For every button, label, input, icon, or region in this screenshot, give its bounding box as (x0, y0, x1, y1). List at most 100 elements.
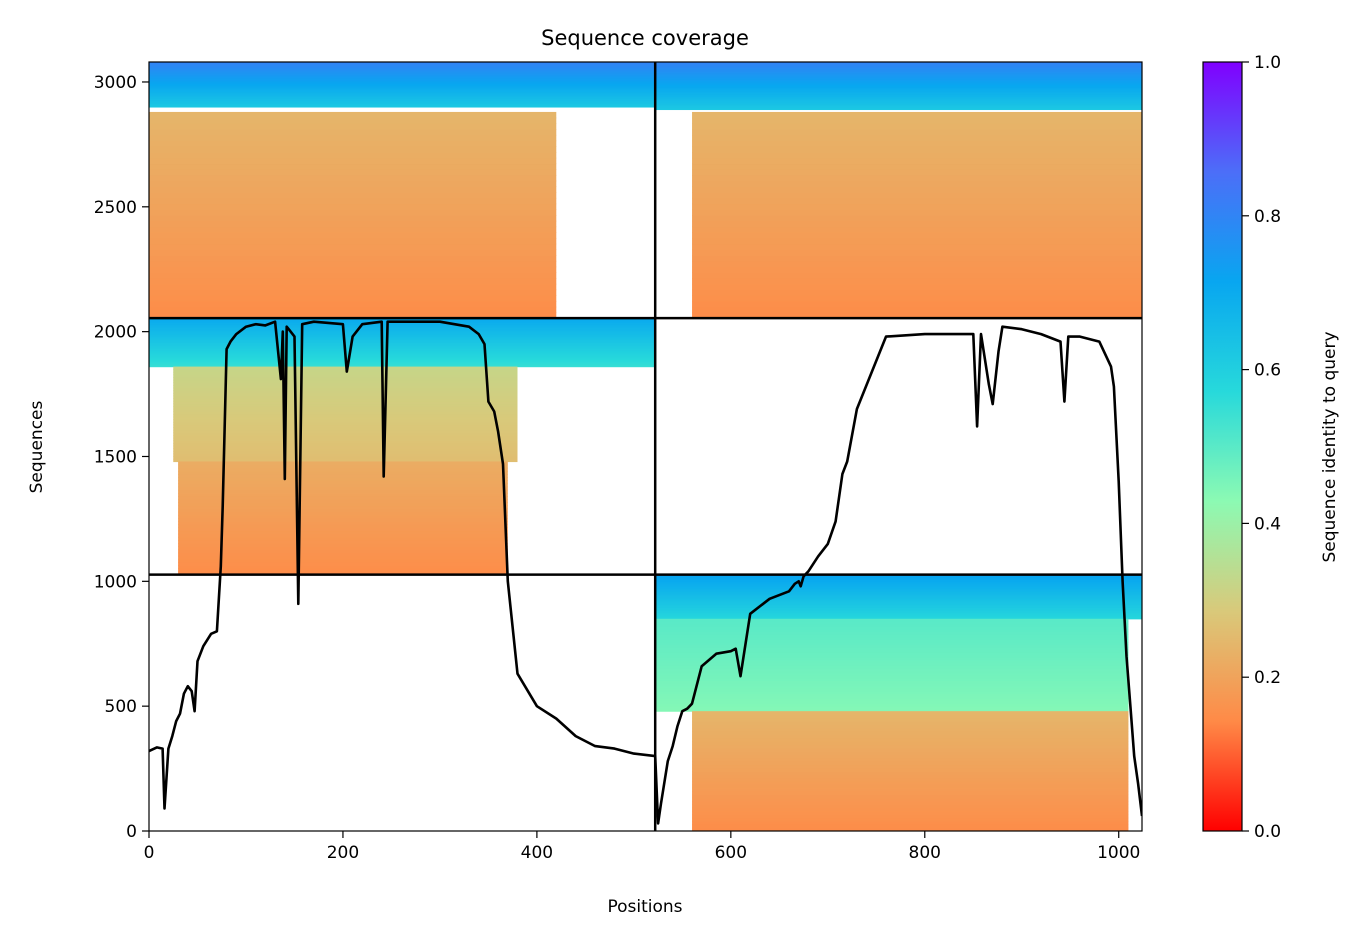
coverage-strip (178, 562, 508, 566)
coverage-strip (149, 341, 656, 343)
coverage-strip (655, 588, 1142, 590)
coverage-strip (655, 639, 1129, 643)
coverage-strip (149, 365, 656, 368)
coverage-strip (178, 518, 508, 522)
coverage-strip (149, 99, 656, 102)
coverage-strip (692, 295, 1142, 302)
coverage-strip (149, 326, 656, 329)
coverage-strip (692, 289, 1142, 296)
coverage-strip (149, 68, 656, 71)
coverage-strip (178, 521, 508, 525)
coverage-strip (655, 644, 1129, 648)
coverage-strip (692, 123, 1142, 130)
coverage-strip (655, 581, 1142, 584)
coverage-strip (692, 278, 1142, 285)
coverage-strip (178, 499, 508, 503)
coverage-strip (692, 192, 1142, 199)
coverage-strip (655, 613, 1142, 616)
coverage-strip (149, 203, 557, 210)
coverage-strip (655, 89, 1142, 92)
coverage-strip (655, 654, 1129, 658)
coverage-strip (178, 524, 508, 529)
coverage-strip (655, 698, 1129, 702)
coverage-strip (149, 95, 656, 98)
coverage-strip (692, 249, 1142, 256)
coverage-strip (178, 549, 508, 554)
coverage-strip (149, 220, 557, 228)
coverage-strip (692, 734, 1129, 739)
coverage-strip (149, 80, 656, 83)
coverage-strip (178, 536, 508, 541)
coverage-strip (149, 209, 557, 216)
coverage-strip (692, 787, 1129, 792)
coverage-strip (149, 354, 656, 357)
coverage-strip (692, 197, 1142, 205)
coverage-strip (692, 140, 1142, 147)
coverage-strip (655, 105, 1142, 108)
coverage-strip (149, 79, 656, 82)
coverage-strip (655, 700, 1129, 705)
coverage-strip (149, 351, 656, 354)
coverage-strip (149, 337, 656, 339)
coverage-strip (655, 634, 1129, 638)
coverage-strip (149, 272, 557, 279)
coverage-strip (692, 255, 1142, 262)
coverage-strip (178, 489, 508, 494)
coverage-strip (178, 565, 508, 569)
coverage-strip (149, 192, 557, 199)
coverage-strip (149, 62, 656, 64)
coverage-strip (173, 406, 518, 410)
coverage-strip (655, 682, 1129, 687)
coverage-strip (149, 64, 656, 67)
coverage-strip (692, 260, 1142, 268)
coverage-strip (692, 220, 1142, 228)
coverage-strip (149, 300, 557, 308)
coverage-strip (149, 331, 656, 334)
coverage-strip (655, 688, 1129, 692)
coverage-strip (173, 453, 518, 457)
coverage-strip (173, 414, 518, 418)
coverage-strip (655, 631, 1129, 635)
coverage-strip (178, 474, 508, 478)
coverage-strip (178, 546, 508, 551)
coverage-strip (655, 636, 1129, 640)
coverage-strip (692, 134, 1142, 142)
coverage-strip (173, 387, 518, 391)
coverage-strip (692, 797, 1129, 802)
coverage-strip (149, 66, 656, 69)
coverage-strip (655, 616, 1142, 619)
coverage-strip (655, 71, 1142, 74)
coverage-strip (655, 675, 1129, 679)
coverage-strip (692, 804, 1129, 809)
y-tick-label: 2500 (94, 198, 137, 218)
colorbar-tick-label: 0.0 (1254, 822, 1281, 842)
coverage-strip (655, 615, 1142, 617)
coverage-strip (692, 801, 1129, 805)
colorbar-tick-label: 0.2 (1254, 668, 1281, 688)
coverage-strip (655, 80, 1142, 83)
coverage-strip (655, 98, 1142, 101)
coverage-strip (149, 342, 656, 345)
coverage-strip (149, 353, 656, 356)
coverage-strip (178, 530, 508, 535)
coverage-strip (655, 75, 1142, 78)
coverage-strip (173, 385, 518, 389)
coverage-strip (149, 78, 656, 81)
coverage-strip (692, 811, 1129, 815)
coverage-strip (655, 108, 1142, 111)
coverage-strip (655, 101, 1142, 104)
coverage-strip (149, 74, 656, 77)
coverage-strip (149, 81, 656, 84)
coverage-strip (149, 140, 557, 147)
coverage-line-layer (149, 62, 1142, 831)
coverage-strip (655, 76, 1142, 79)
coverage-strip (173, 432, 518, 436)
coverage-strip (149, 63, 656, 66)
coverage-strip (655, 662, 1129, 666)
coverage-strip (655, 647, 1129, 651)
coverage-strip (655, 580, 1142, 583)
coverage-strip (655, 664, 1129, 669)
coverage-strip (655, 84, 1142, 87)
coverage-strip (655, 623, 1129, 628)
